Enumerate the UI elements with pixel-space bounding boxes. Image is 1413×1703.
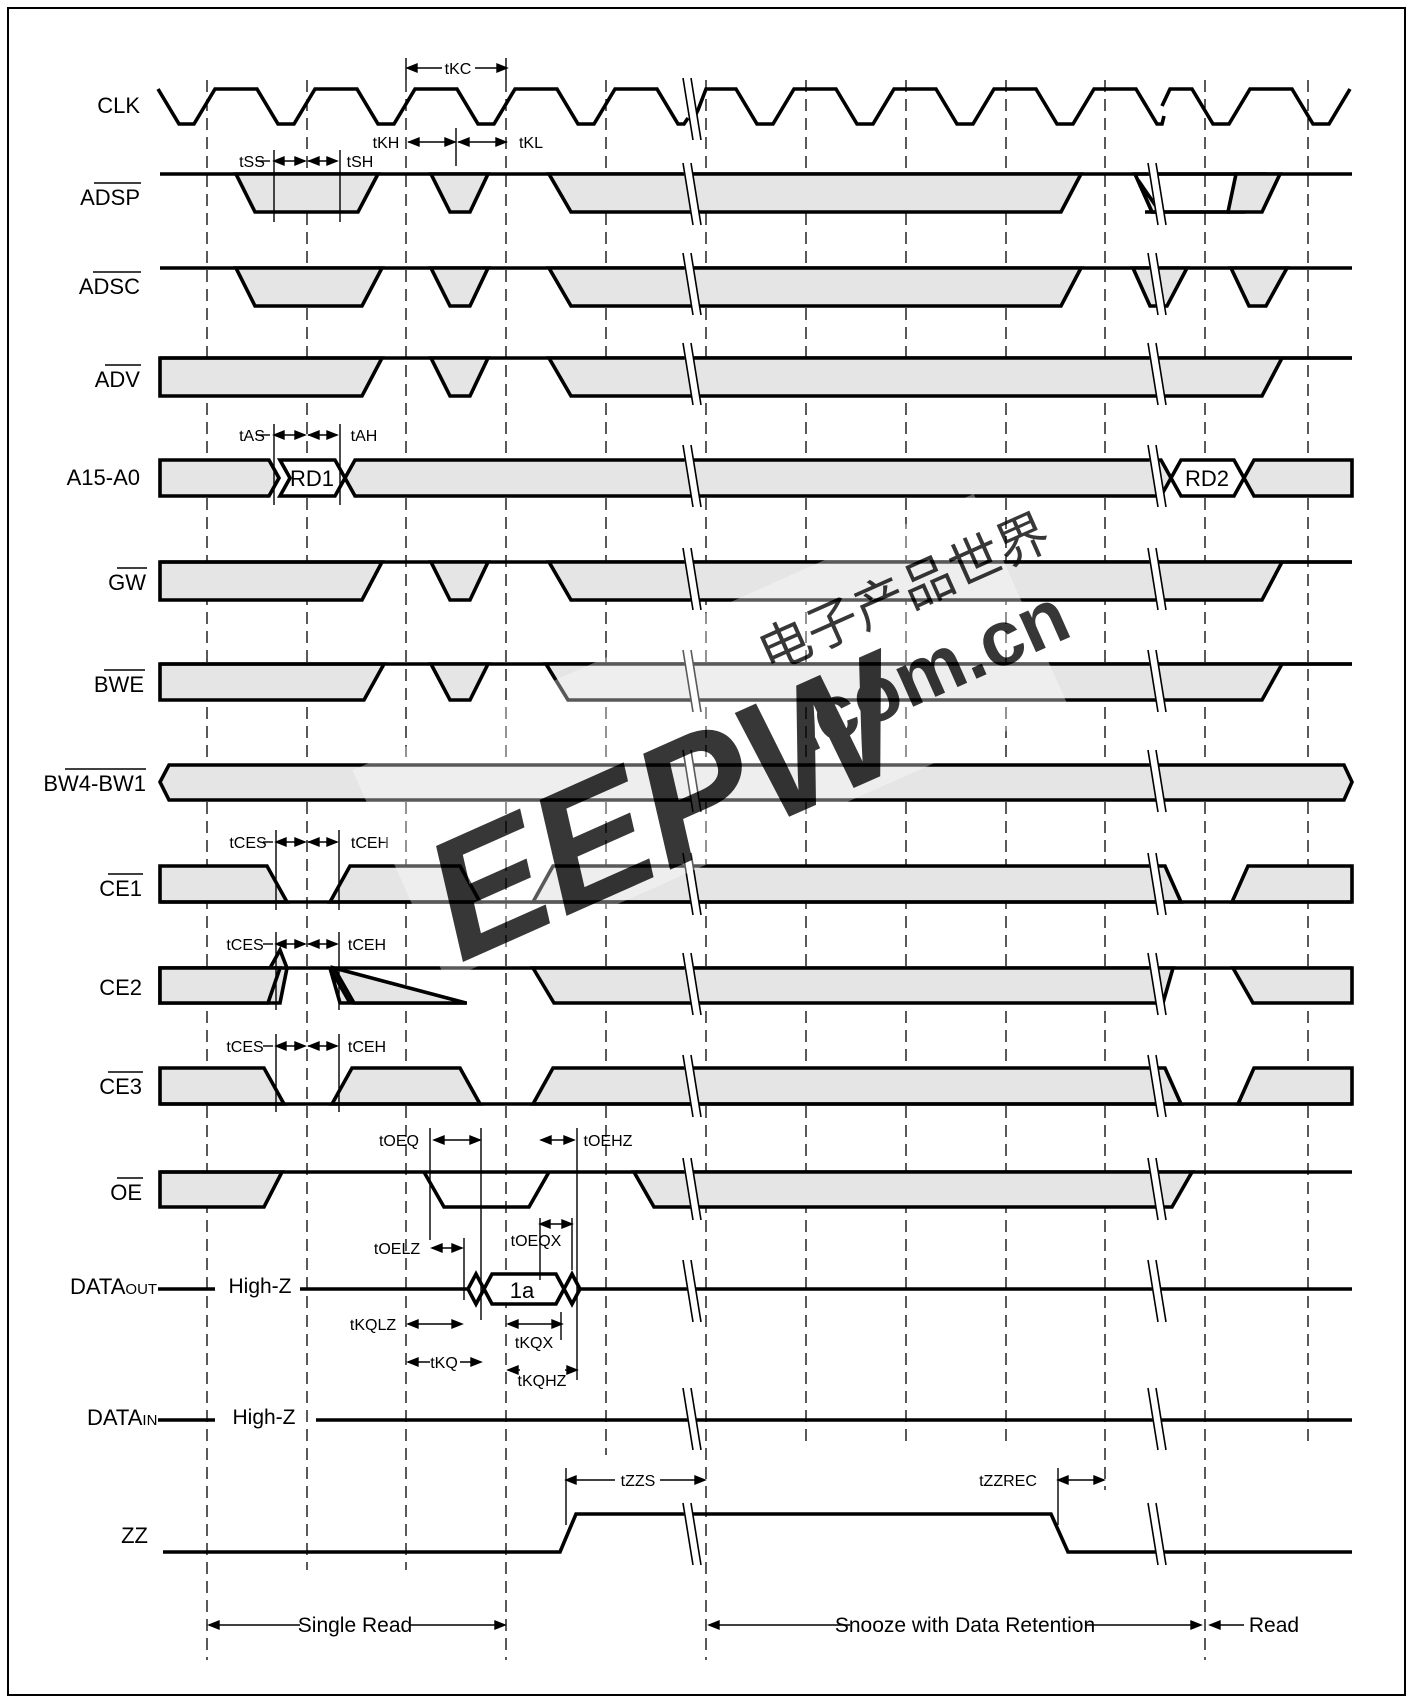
waveform-oe [158, 1170, 1352, 1209]
waveform-addr [158, 458, 1354, 498]
addr-value-rd2: RD2 [1185, 466, 1229, 491]
label-tzzs: tZZS [621, 1473, 656, 1490]
phase-read: Read [1249, 1614, 1299, 1637]
signal-label-adv: ADV [95, 367, 141, 392]
signal-label-gw: GW [108, 570, 146, 595]
signal-label-adsp: ADSP [80, 185, 140, 210]
dout-value-1a: 1a [510, 1278, 535, 1303]
signal-label-ce2: CE2 [99, 975, 142, 1000]
waveform-clk [156, 87, 690, 126]
timing-labels: tKC tKH tKL tSS tSH tAS tAH tCES tCEH tC… [226, 61, 1037, 1490]
watermark: EEPW .com.cn 电子产品世界 [352, 493, 1081, 997]
signal-label-adsc: ADSC [79, 274, 140, 299]
dout-highz: High-Z [228, 1275, 291, 1298]
label-toelz: tOELZ [374, 1241, 420, 1258]
waveform-bw [157, 763, 1354, 802]
timing-arrows [207, 58, 1244, 1631]
waveform-zz [163, 1512, 1352, 1554]
din-highz: High-Z [232, 1406, 295, 1429]
waveform-adv [158, 356, 1352, 398]
label-tkqhz: tKQHZ [518, 1373, 567, 1390]
signal-label-dout: DATAOUT [70, 1274, 157, 1299]
label-tces-1: tCES [229, 835, 266, 852]
signal-labels: CLK ADSP ADSC ADV A15-A0 GW BWE BW4-BW1 … [43, 93, 157, 1548]
label-toehz: tOEHZ [584, 1133, 633, 1150]
label-tas: tAS [239, 428, 265, 445]
waveform-adsp [160, 172, 1352, 214]
signal-label-bw: BW4-BW1 [43, 771, 146, 796]
label-tkqx: tKQX [515, 1335, 554, 1352]
phase-labels: Single Read Snooze with Data Retention R… [298, 1614, 1299, 1637]
waveform-dout [158, 1270, 1352, 1308]
label-tkqlz: tKQLZ [350, 1317, 396, 1334]
addr-value-rd1: RD1 [290, 466, 334, 491]
signal-label-clk: CLK [97, 93, 140, 118]
label-tces-2: tCES [226, 937, 263, 954]
diagram-frame [7, 7, 1406, 1696]
bus-values: RD1 RD2 1a High-Z High-Z [228, 466, 1229, 1429]
label-tsh: tSH [347, 154, 374, 171]
label-tceh-1: tCEH [351, 835, 389, 852]
label-tss: tSS [239, 154, 265, 171]
label-tceh-3: tCEH [348, 1039, 386, 1056]
label-tceh-2: tCEH [348, 937, 386, 954]
label-tzzrec: tZZREC [979, 1473, 1037, 1490]
signal-label-ce3: CE3 [99, 1074, 142, 1099]
break-marks [682, 77, 1167, 1566]
phase-single-read: Single Read [298, 1614, 412, 1637]
signal-label-addr: A15-A0 [67, 465, 140, 490]
signal-label-oe: OE [110, 1180, 142, 1205]
label-tkc: tKC [445, 61, 472, 78]
label-tces-3: tCES [226, 1039, 263, 1056]
overline-bars [65, 182, 147, 1179]
label-tkq: tKQ [430, 1355, 458, 1372]
waveform-adsc [160, 266, 1352, 308]
label-tah: tAH [351, 428, 378, 445]
phase-snooze: Snooze with Data Retention [835, 1614, 1095, 1637]
signal-label-din: DATAIN [87, 1405, 157, 1430]
signal-label-zz: ZZ [121, 1523, 148, 1548]
signal-label-ce1: CE1 [99, 876, 142, 901]
label-toeqx: tOEQX [511, 1233, 562, 1250]
label-toeq: tOEQ [379, 1133, 419, 1150]
waveform-clk-end [1160, 87, 1352, 126]
signal-label-bwe: BWE [94, 672, 144, 697]
label-tkh: tKH [373, 135, 400, 152]
label-tkl: tKL [519, 135, 543, 152]
waveform-clk-cont [692, 87, 1166, 126]
